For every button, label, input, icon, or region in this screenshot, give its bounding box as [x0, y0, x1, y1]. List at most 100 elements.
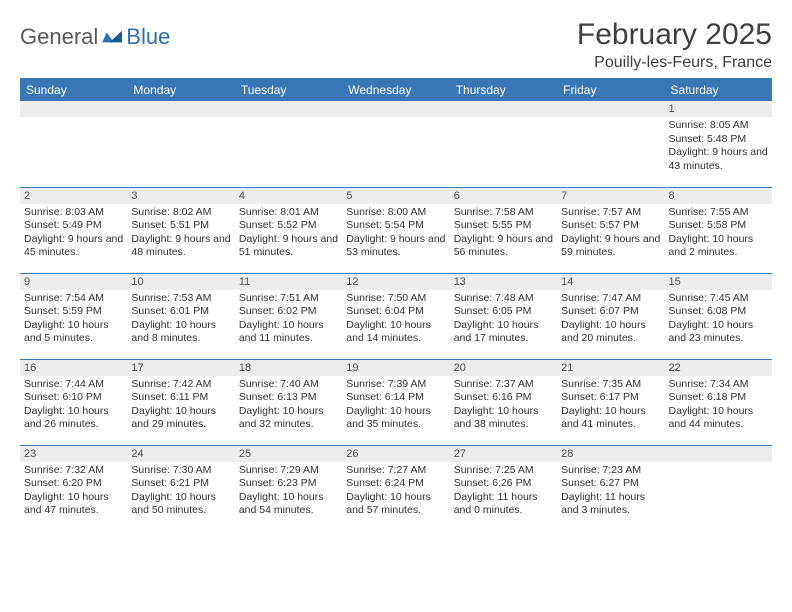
sunrise-line: Sunrise: 7:39 AM [346, 378, 445, 392]
calendar-day-cell: 19Sunrise: 7:39 AMSunset: 6:14 PMDayligh… [342, 359, 449, 445]
day-body: Sunrise: 7:25 AMSunset: 6:26 PMDaylight:… [450, 462, 557, 521]
day-body: Sunrise: 7:27 AMSunset: 6:24 PMDaylight:… [342, 462, 449, 521]
calendar-day-cell: 14Sunrise: 7:47 AMSunset: 6:07 PMDayligh… [557, 273, 664, 359]
day-body: Sunrise: 7:23 AMSunset: 6:27 PMDaylight:… [557, 462, 664, 521]
day-number: 21 [557, 360, 664, 376]
day-number: 25 [235, 446, 342, 462]
day-number: 23 [20, 446, 127, 462]
sunrise-line: Sunrise: 7:57 AM [561, 206, 660, 220]
calendar-week-row: 16Sunrise: 7:44 AMSunset: 6:10 PMDayligh… [20, 359, 772, 445]
day-number: 17 [127, 360, 234, 376]
day-body: Sunrise: 7:40 AMSunset: 6:13 PMDaylight:… [235, 376, 342, 435]
daylight-line: Daylight: 9 hours and 56 minutes. [454, 233, 553, 260]
calendar-day-cell: 26Sunrise: 7:27 AMSunset: 6:24 PMDayligh… [342, 445, 449, 531]
daylight-line: Daylight: 10 hours and 32 minutes. [239, 405, 338, 432]
weekday-header: Tuesday [235, 79, 342, 101]
calendar-day-cell [665, 445, 772, 531]
daylight-line: Daylight: 10 hours and 57 minutes. [346, 491, 445, 518]
day-number [20, 101, 127, 117]
sunrise-line: Sunrise: 7:29 AM [239, 464, 338, 478]
sunset-line: Sunset: 6:01 PM [131, 305, 230, 319]
weekday-header: Friday [557, 79, 664, 101]
sunset-line: Sunset: 5:59 PM [24, 305, 123, 319]
daylight-line: Daylight: 10 hours and 50 minutes. [131, 491, 230, 518]
daylight-line: Daylight: 10 hours and 29 minutes. [131, 405, 230, 432]
day-body: Sunrise: 8:02 AMSunset: 5:51 PMDaylight:… [127, 204, 234, 263]
sunrise-line: Sunrise: 7:37 AM [454, 378, 553, 392]
day-body: Sunrise: 7:57 AMSunset: 5:57 PMDaylight:… [557, 204, 664, 263]
daylight-line: Daylight: 11 hours and 0 minutes. [454, 491, 553, 518]
sunset-line: Sunset: 5:52 PM [239, 219, 338, 233]
day-number: 2 [20, 188, 127, 204]
daylight-line: Daylight: 10 hours and 38 minutes. [454, 405, 553, 432]
daylight-line: Daylight: 9 hours and 59 minutes. [561, 233, 660, 260]
daylight-line: Daylight: 10 hours and 20 minutes. [561, 319, 660, 346]
day-number: 3 [127, 188, 234, 204]
sunset-line: Sunset: 6:02 PM [239, 305, 338, 319]
day-body: Sunrise: 7:42 AMSunset: 6:11 PMDaylight:… [127, 376, 234, 435]
daylight-line: Daylight: 10 hours and 17 minutes. [454, 319, 553, 346]
calendar-day-cell: 7Sunrise: 7:57 AMSunset: 5:57 PMDaylight… [557, 187, 664, 273]
day-number: 1 [665, 101, 772, 117]
daylight-line: Daylight: 9 hours and 45 minutes. [24, 233, 123, 260]
sunrise-line: Sunrise: 7:35 AM [561, 378, 660, 392]
sunset-line: Sunset: 6:05 PM [454, 305, 553, 319]
calendar-day-cell: 17Sunrise: 7:42 AMSunset: 6:11 PMDayligh… [127, 359, 234, 445]
day-number: 9 [20, 274, 127, 290]
calendar-day-cell: 24Sunrise: 7:30 AMSunset: 6:21 PMDayligh… [127, 445, 234, 531]
day-number: 12 [342, 274, 449, 290]
daylight-line: Daylight: 10 hours and 47 minutes. [24, 491, 123, 518]
sunrise-line: Sunrise: 7:45 AM [669, 292, 768, 306]
day-body: Sunrise: 7:54 AMSunset: 5:59 PMDaylight:… [20, 290, 127, 349]
day-number [235, 101, 342, 117]
day-body: Sunrise: 8:01 AMSunset: 5:52 PMDaylight:… [235, 204, 342, 263]
day-body: Sunrise: 7:47 AMSunset: 6:07 PMDaylight:… [557, 290, 664, 349]
top-bar: General Blue February 2025 Pouilly-les-F… [20, 18, 772, 72]
calendar-day-cell: 12Sunrise: 7:50 AMSunset: 6:04 PMDayligh… [342, 273, 449, 359]
calendar-page: General Blue February 2025 Pouilly-les-F… [0, 0, 792, 531]
day-number [342, 101, 449, 117]
day-body: Sunrise: 7:50 AMSunset: 6:04 PMDaylight:… [342, 290, 449, 349]
day-number: 7 [557, 188, 664, 204]
calendar-day-cell [557, 101, 664, 187]
day-number: 14 [557, 274, 664, 290]
day-number [665, 446, 772, 462]
calendar-day-cell: 23Sunrise: 7:32 AMSunset: 6:20 PMDayligh… [20, 445, 127, 531]
calendar-day-cell: 9Sunrise: 7:54 AMSunset: 5:59 PMDaylight… [20, 273, 127, 359]
day-number: 18 [235, 360, 342, 376]
day-number: 6 [450, 188, 557, 204]
day-body: Sunrise: 7:44 AMSunset: 6:10 PMDaylight:… [20, 376, 127, 435]
sunset-line: Sunset: 5:49 PM [24, 219, 123, 233]
sunset-line: Sunset: 6:27 PM [561, 477, 660, 491]
calendar-day-cell: 15Sunrise: 7:45 AMSunset: 6:08 PMDayligh… [665, 273, 772, 359]
calendar-day-cell: 25Sunrise: 7:29 AMSunset: 6:23 PMDayligh… [235, 445, 342, 531]
day-body [127, 117, 234, 121]
calendar-week-row: 2Sunrise: 8:03 AMSunset: 5:49 PMDaylight… [20, 187, 772, 273]
day-number [127, 101, 234, 117]
sunset-line: Sunset: 6:14 PM [346, 391, 445, 405]
day-body: Sunrise: 7:51 AMSunset: 6:02 PMDaylight:… [235, 290, 342, 349]
weekday-header: Saturday [665, 79, 772, 101]
daylight-line: Daylight: 9 hours and 43 minutes. [669, 146, 768, 173]
day-number: 22 [665, 360, 772, 376]
day-number: 26 [342, 446, 449, 462]
day-number: 28 [557, 446, 664, 462]
sunrise-line: Sunrise: 7:48 AM [454, 292, 553, 306]
sunrise-line: Sunrise: 7:25 AM [454, 464, 553, 478]
sunrise-line: Sunrise: 8:05 AM [669, 119, 768, 133]
calendar-day-cell [342, 101, 449, 187]
sunset-line: Sunset: 5:48 PM [669, 133, 768, 147]
daylight-line: Daylight: 10 hours and 44 minutes. [669, 405, 768, 432]
day-body: Sunrise: 7:35 AMSunset: 6:17 PMDaylight:… [557, 376, 664, 435]
calendar-week-row: 9Sunrise: 7:54 AMSunset: 5:59 PMDaylight… [20, 273, 772, 359]
daylight-line: Daylight: 10 hours and 11 minutes. [239, 319, 338, 346]
sunrise-line: Sunrise: 7:42 AM [131, 378, 230, 392]
daylight-line: Daylight: 9 hours and 51 minutes. [239, 233, 338, 260]
sunset-line: Sunset: 6:23 PM [239, 477, 338, 491]
calendar-day-cell: 1 Sunrise: 8:05 AMSunset: 5:48 PMDaylight… [665, 101, 772, 187]
daylight-line: Daylight: 10 hours and 41 minutes. [561, 405, 660, 432]
day-body [557, 117, 664, 121]
day-body: Sunrise: 7:30 AMSunset: 6:21 PMDaylight:… [127, 462, 234, 521]
daylight-line: Daylight: 10 hours and 26 minutes. [24, 405, 123, 432]
calendar-day-cell [450, 101, 557, 187]
